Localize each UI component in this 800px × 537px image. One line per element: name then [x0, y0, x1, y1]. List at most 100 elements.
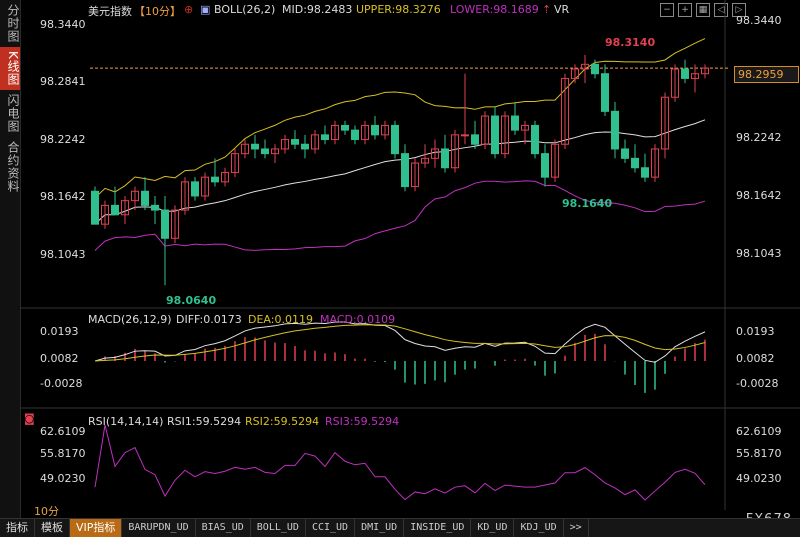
macd-tick-left-3: -0.0028 [40, 377, 83, 390]
macd-tick-left-1: 0.0193 [40, 325, 79, 338]
tab-dmi[interactable]: DMI_UD [355, 519, 405, 537]
minus-icon[interactable]: − [660, 3, 674, 17]
candle-body [371, 124, 379, 136]
candle-body [311, 134, 319, 150]
candle-body [361, 124, 369, 141]
candle-body [591, 63, 599, 75]
left-sidebar: 分时图 K线图 闪电图 合约资料 [0, 0, 21, 518]
candle-body [401, 153, 409, 188]
mid-low-annotation: 98.1640 [562, 197, 613, 210]
tab-barupdn[interactable]: BARUPDN_UD [122, 519, 196, 537]
tab-flash[interactable]: 闪电图 [6, 93, 20, 133]
boll-lower: LOWER:98.1689 [450, 3, 539, 16]
candle-body [211, 176, 219, 183]
rsi1-value: RSI1:59.5294 [167, 415, 242, 428]
macd-tick-right-3: -0.0028 [736, 377, 779, 390]
grid-icon[interactable]: ▦ [696, 3, 710, 17]
rsi-tick-right-3: 49.0230 [736, 472, 782, 485]
undo-icon[interactable]: ◁ [714, 3, 728, 17]
tab-more[interactable]: >> [564, 519, 589, 537]
macd-value: MACD:0.0109 [320, 313, 396, 326]
candle-body [551, 143, 559, 178]
candle-body [641, 167, 649, 178]
candle-body [611, 110, 619, 150]
rsi-tick-left-1: 62.6109 [40, 425, 86, 438]
candle-body [491, 115, 499, 155]
candle-body [481, 115, 489, 145]
candle-body [101, 204, 109, 225]
rsi-label: RSI(14,14,14) [88, 415, 164, 428]
tab-boll[interactable]: BOLL_UD [251, 519, 306, 537]
candle-body [201, 176, 209, 197]
rsi-settings-icon[interactable]: ◙ [24, 412, 35, 425]
axis-label-left-4: 98.1642 [40, 190, 86, 203]
candle-body [631, 157, 639, 169]
macd-label: MACD(26,12,9) [88, 313, 172, 326]
candle-body [501, 115, 509, 155]
boll-lower-line [94, 180, 706, 251]
candle-body [471, 134, 479, 145]
candle-body [701, 67, 709, 75]
candle-body [541, 153, 549, 178]
tab-contract-info[interactable]: 合约资料 [6, 140, 20, 193]
candle-body [231, 153, 239, 173]
tab-bias[interactable]: BIAS_UD [196, 519, 251, 537]
candle-body [271, 148, 279, 155]
boll-upper-line [94, 38, 706, 199]
plus-icon[interactable]: + [678, 3, 692, 17]
tab-cci[interactable]: CCI_UD [306, 519, 356, 537]
rsi-line [94, 424, 706, 501]
vr-label: VR [554, 3, 570, 16]
candle-body [441, 148, 449, 169]
current-price-tag: 98.2959 [734, 66, 799, 83]
tab-vip-indicator[interactable]: VIP指标 [70, 519, 123, 537]
settings-icon[interactable]: ⊕ [184, 3, 194, 16]
candle-body [141, 190, 149, 206]
candle-body [561, 77, 569, 145]
rsi2-value: RSI2:59.5294 [245, 415, 320, 428]
candle-body [621, 148, 629, 159]
macd-diff: DIFF:0.0173 [176, 313, 242, 326]
candle-body [651, 148, 659, 178]
tab-indicator[interactable]: 指标 [0, 519, 35, 537]
candle-body [411, 162, 419, 188]
candle-body [681, 68, 689, 79]
macd-tick-right-2: 0.0082 [736, 352, 775, 365]
vr-arrow-icon: ⇡ [542, 3, 552, 16]
price-chart[interactable] [20, 0, 800, 518]
candle-body [341, 124, 349, 131]
tab-inside[interactable]: INSIDE_UD [404, 519, 472, 537]
tab-template[interactable]: 模板 [35, 519, 70, 537]
tab-timeshare[interactable]: 分时图 [6, 4, 20, 43]
candle-body [321, 134, 329, 141]
redo-icon[interactable]: ▷ [732, 3, 746, 17]
high-annotation: 98.3140 [605, 36, 656, 49]
candle-body [181, 181, 189, 211]
tab-kd[interactable]: KD_UD [471, 519, 515, 537]
candle-body [151, 204, 159, 211]
chart-type-icon[interactable]: ▣ [200, 3, 211, 16]
candle-body [121, 200, 129, 216]
rsi-tick-right-2: 55.8170 [736, 447, 782, 460]
tab-kdj[interactable]: KDJ_UD [514, 519, 564, 537]
tab-kline[interactable]: K线图 [0, 47, 20, 90]
candle-body [111, 204, 119, 216]
axis-label-right-3: 98.1642 [736, 189, 782, 202]
candle-body [241, 143, 249, 155]
candle-body [351, 129, 359, 141]
candle-body [171, 209, 179, 239]
indicator-tabbar: 指标 模板 VIP指标 BARUPDN_UD BIAS_UD BOLL_UD C… [0, 518, 800, 537]
candle-body [91, 190, 99, 225]
candle-body [331, 124, 339, 141]
candle-body [661, 96, 669, 150]
axis-label-left-2: 98.2841 [40, 75, 86, 88]
macd-tick-right-1: 0.0193 [736, 325, 775, 338]
candle-body [421, 157, 429, 164]
candle-body [531, 124, 539, 155]
axis-label-left-1: 98.3440 [40, 18, 86, 31]
period-indicator[interactable]: 【10分】 [134, 5, 181, 18]
rsi-tick-left-2: 55.8170 [40, 447, 86, 460]
macd-tick-left-2: 0.0082 [40, 352, 79, 365]
candle-body [291, 139, 299, 145]
candle-body [131, 190, 139, 202]
